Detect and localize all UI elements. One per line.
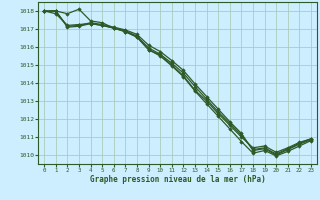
X-axis label: Graphe pression niveau de la mer (hPa): Graphe pression niveau de la mer (hPa) [90, 175, 266, 184]
